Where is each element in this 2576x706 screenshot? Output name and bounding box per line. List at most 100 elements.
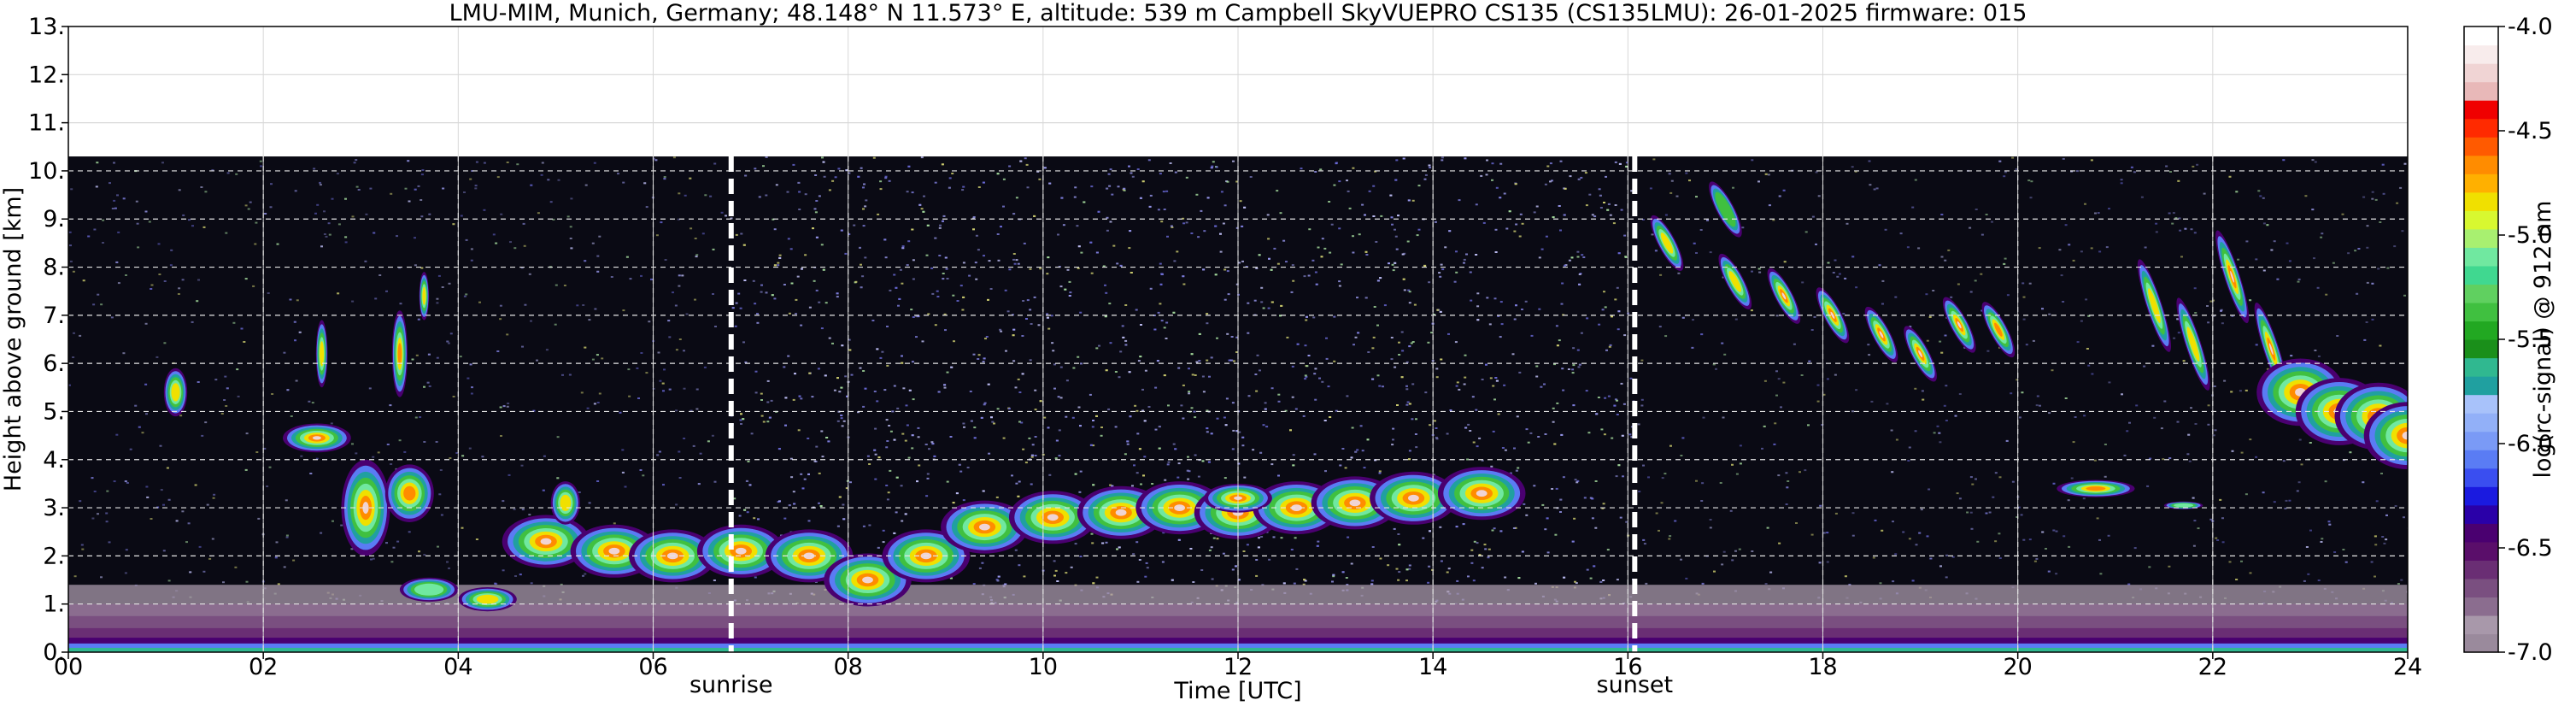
noise-dot: [2357, 248, 2361, 250]
noise-dot: [1019, 160, 1023, 162]
noise-dot: [1006, 310, 1010, 313]
noise-dot: [1141, 180, 1145, 183]
noise-dot: [996, 580, 1000, 582]
colorbar-swatch: [2464, 615, 2498, 635]
noise-dot: [1074, 543, 1077, 545]
noise-dot: [95, 185, 98, 188]
noise-dot: [1292, 279, 1295, 282]
noise-dot: [1424, 391, 1428, 394]
noise-dot: [1323, 420, 1327, 421]
noise-dot: [2333, 551, 2337, 553]
noise-dot: [1435, 368, 1439, 370]
cloud-cell: [1781, 292, 1787, 300]
noise-dot: [332, 520, 334, 522]
noise-dot: [1911, 206, 1915, 209]
noise-dot: [1401, 350, 1405, 352]
noise-dot: [825, 437, 829, 438]
noise-dot: [860, 286, 863, 289]
noise-dot: [1300, 168, 1303, 170]
noise-dot: [1172, 311, 1176, 314]
noise-dot: [692, 444, 695, 447]
noise-dot: [1546, 165, 1550, 168]
noise-dot: [798, 395, 801, 397]
noise-dot: [294, 190, 297, 192]
noise-dot: [743, 509, 747, 511]
noise-dot: [1722, 276, 1725, 279]
noise-dot: [1347, 536, 1350, 538]
noise-dot: [502, 569, 505, 572]
noise-dot: [621, 471, 625, 474]
noise-dot: [2022, 318, 2026, 321]
noise-dot: [2035, 404, 2039, 407]
noise-dot: [552, 218, 555, 221]
noise-dot: [125, 274, 127, 276]
noise-dot: [895, 476, 899, 479]
noise-dot: [2371, 197, 2374, 200]
noise-dot: [138, 426, 141, 428]
colorbar-swatch: [2464, 26, 2498, 46]
noise-dot: [1428, 281, 1431, 284]
noise-dot: [1449, 409, 1452, 411]
noise-dot: [102, 219, 105, 221]
noise-dot: [1392, 269, 1395, 272]
noise-dot: [787, 238, 790, 240]
noise-dot: [946, 278, 949, 279]
noise-dot: [1402, 157, 1405, 160]
noise-dot: [695, 408, 699, 410]
noise-dot: [1974, 279, 1977, 282]
noise-dot: [1241, 260, 1244, 262]
noise-dot: [939, 224, 942, 227]
noise-dot: [1135, 309, 1138, 311]
noise-dot: [1562, 476, 1565, 479]
noise-dot: [972, 228, 975, 231]
noise-dot: [1210, 432, 1213, 435]
noise-dot: [560, 583, 563, 585]
noise-dot: [796, 275, 800, 278]
noise-dot: [1909, 326, 1912, 328]
noise-dot: [1761, 447, 1763, 450]
noise-dot: [543, 455, 546, 457]
noise-dot: [1013, 262, 1017, 265]
noise-dot: [712, 248, 715, 250]
noise-dot: [683, 387, 686, 390]
noise-dot: [1945, 420, 1948, 421]
noise-dot: [257, 517, 261, 520]
noise-dot: [1247, 302, 1250, 304]
noise-dot: [1046, 316, 1049, 319]
noise-dot: [746, 511, 749, 514]
noise-dot: [622, 181, 625, 184]
noise-dot: [1521, 222, 1524, 225]
noise-dot: [1206, 197, 1210, 199]
noise-dot: [68, 231, 72, 233]
noise-dot: [1573, 517, 1576, 520]
noise-dot: [1869, 184, 1872, 186]
noise-dot: [1908, 446, 1911, 449]
noise-dot: [1914, 179, 1917, 181]
noise-dot: [1350, 562, 1353, 565]
noise-dot: [1165, 321, 1169, 324]
noise-dot: [807, 520, 811, 522]
noise-dot: [1047, 256, 1050, 259]
noise-dot: [1378, 472, 1382, 474]
noise-dot: [519, 574, 522, 576]
noise-dot: [1434, 420, 1436, 422]
noise-dot: [499, 406, 502, 409]
noise-dot: [1505, 227, 1509, 230]
cloud-cell: [1408, 494, 1419, 502]
noise-dot: [990, 416, 993, 419]
noise-dot: [1811, 215, 1815, 218]
noise-dot: [1190, 353, 1194, 356]
noise-dot: [1867, 344, 1870, 346]
noise-dot: [1391, 263, 1394, 266]
noise-dot: [661, 382, 665, 385]
cloud-cell: [2148, 288, 2161, 323]
noise-dot: [2169, 171, 2172, 173]
colorbar-tick-label: -4.5: [2508, 118, 2553, 144]
noise-dot: [1545, 235, 1548, 238]
noise-dot: [198, 545, 202, 548]
noise-dot: [815, 200, 819, 202]
noise-dot: [232, 321, 236, 324]
noise-dot: [1395, 248, 1399, 250]
noise-dot: [1151, 483, 1154, 485]
noise-dot: [596, 270, 600, 273]
